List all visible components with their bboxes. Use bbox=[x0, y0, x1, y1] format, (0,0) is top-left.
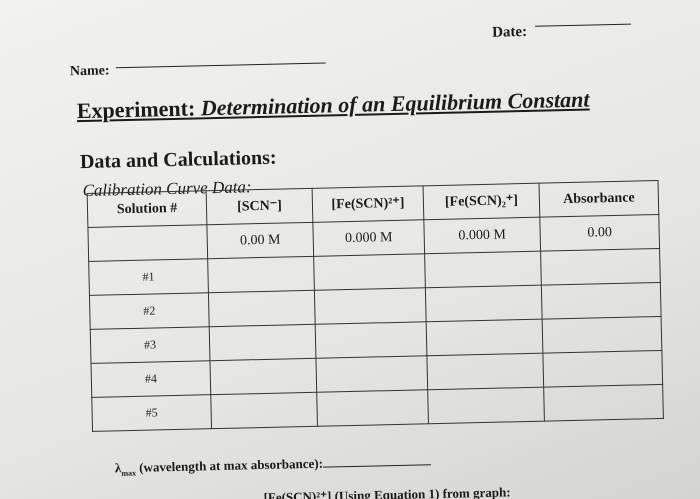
name-line bbox=[115, 62, 326, 69]
title-prefix: Experiment: bbox=[76, 95, 196, 124]
name-label: Name: bbox=[69, 63, 110, 80]
empty-cell bbox=[426, 353, 544, 390]
empty-cell bbox=[209, 358, 317, 395]
empty-cell bbox=[315, 321, 427, 359]
lambda-sub: max bbox=[121, 468, 137, 478]
title-text: Determination of an Equilibrium Constant bbox=[200, 86, 590, 121]
empty-cell bbox=[313, 253, 426, 291]
units-cell: 0.000 M bbox=[423, 217, 541, 254]
units-cell: 0.00 M bbox=[206, 222, 314, 259]
calibration-table: Solution # [SCN⁻] [Fe(SCN)²⁺] [Fe(SCN)₂⁺] Ab… bbox=[87, 180, 664, 432]
empty-cell bbox=[207, 256, 315, 293]
lambda-blank bbox=[322, 464, 431, 468]
units-cell: 0.000 M bbox=[312, 219, 425, 257]
empty-cell bbox=[426, 319, 543, 356]
empty-cell bbox=[210, 392, 318, 429]
empty-cell bbox=[543, 384, 664, 422]
empty-cell bbox=[315, 355, 428, 393]
column-header: Absorbance bbox=[539, 180, 659, 218]
date-label: Date: bbox=[491, 23, 528, 41]
column-header: [SCN⁻] bbox=[206, 188, 313, 225]
row-label: #4 bbox=[91, 360, 211, 398]
empty-cell bbox=[427, 387, 545, 424]
column-header: [Fe(SCN)₂⁺] bbox=[423, 183, 540, 220]
column-header: Solution # bbox=[87, 190, 207, 228]
date-line bbox=[534, 23, 631, 27]
row-label: #5 bbox=[91, 394, 212, 432]
empty-cell bbox=[540, 248, 661, 286]
empty-cell bbox=[209, 324, 316, 361]
lambda-text: (wavelength at max absorbance): bbox=[139, 455, 324, 475]
empty-cell bbox=[542, 350, 663, 388]
title: Experiment: Determination of an Equilibr… bbox=[76, 87, 589, 125]
empty-cell bbox=[425, 285, 543, 322]
row-label: #1 bbox=[88, 258, 209, 296]
empty-cell bbox=[541, 282, 662, 320]
empty-cell bbox=[87, 224, 208, 262]
graph-line: [Fe(SCN)²⁺] (Using Equation 1) from grap… bbox=[263, 484, 511, 499]
row-label: #2 bbox=[89, 292, 210, 330]
empty-cell bbox=[424, 251, 542, 288]
row-label: #3 bbox=[90, 326, 210, 364]
empty-cell bbox=[314, 287, 427, 325]
empty-cell bbox=[542, 316, 662, 354]
units-cell: 0.00 bbox=[539, 214, 660, 252]
empty-cell bbox=[316, 389, 429, 427]
lambda-line: λmax (wavelength at max absorbance): bbox=[115, 456, 323, 478]
column-header: [Fe(SCN)²⁺] bbox=[312, 185, 424, 223]
section-heading: Data and Calculations: bbox=[79, 146, 277, 174]
empty-cell bbox=[208, 290, 316, 327]
